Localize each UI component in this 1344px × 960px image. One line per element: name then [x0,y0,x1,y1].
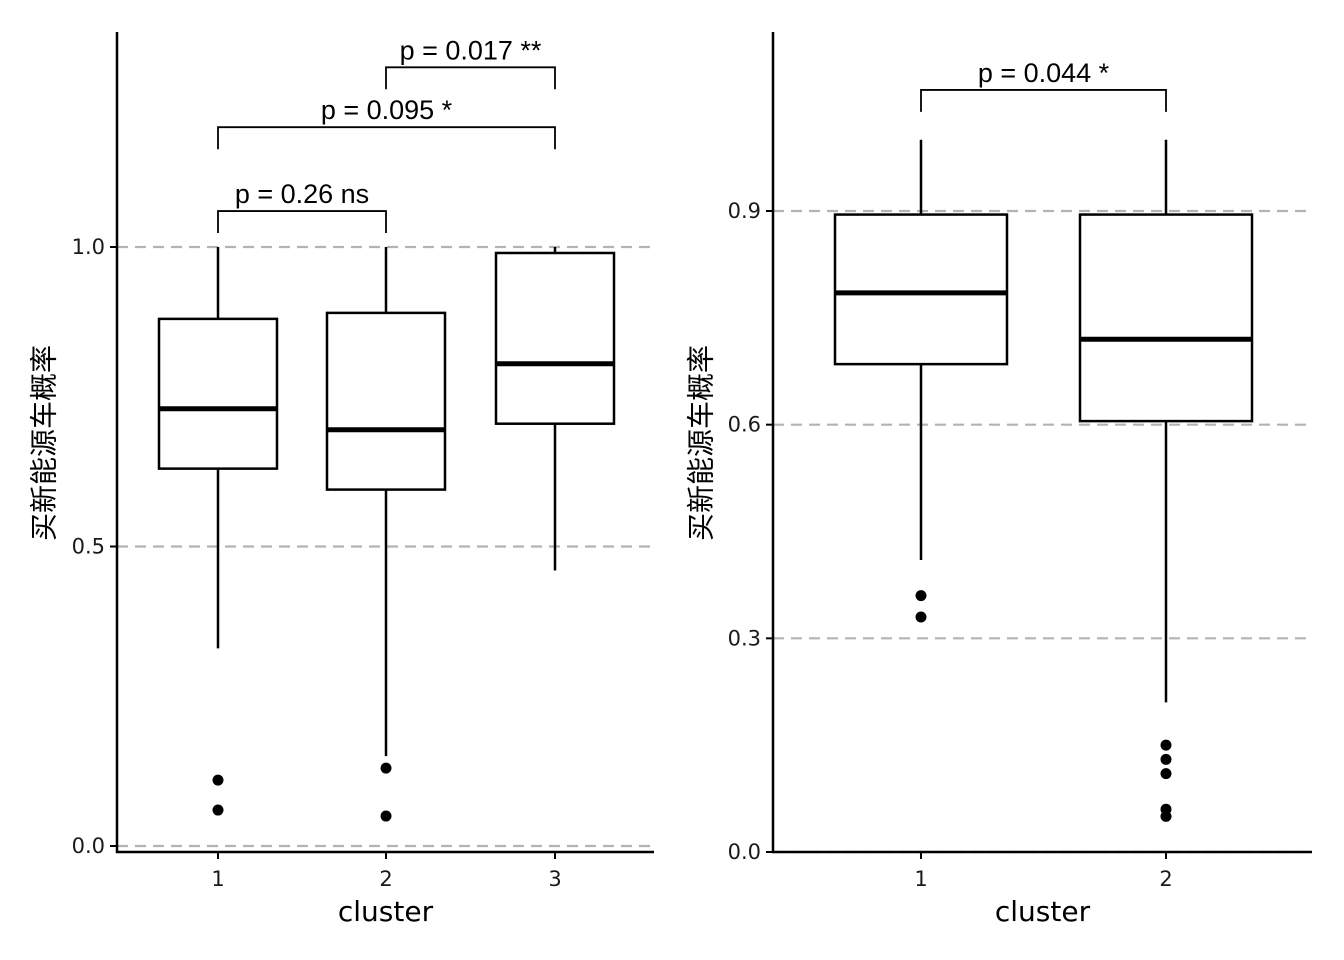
p-value-label: p = 0.26 ns [235,179,369,209]
significance-bracket: p = 0.017 ** [385,35,556,90]
significance-bracket: p = 0.044 * [920,58,1167,112]
box-cluster-3 [494,247,616,571]
panel-1: p = 0.26 ns p = 0.095 * p = 0.017 ** 0.0 0.5… [28,32,654,928]
significance-bracket: p = 0.095 * [217,95,556,150]
y-tick-label: 0.6 [728,413,761,437]
outlier-point [1160,810,1172,822]
y-tick-label: 0.0 [728,840,761,864]
y-axis-title: 买新能源车概率 [685,345,718,541]
iqr-box [494,251,616,425]
outlier-point [212,804,224,816]
y-tick-label: 0.3 [728,626,761,650]
y-tick-label: 0.9 [728,199,761,223]
outlier-point [380,762,392,774]
outlier-point [1160,753,1172,765]
box-cluster-2 [1078,139,1254,822]
outlier-point [1160,739,1172,751]
box-cluster-1 [157,247,279,816]
x-axis-title: cluster [995,895,1091,928]
y-tick-label: 0.5 [72,535,105,559]
p-value-label: p = 0.044 * [978,58,1110,88]
significance-bracket: p = 0.26 ns [217,179,387,234]
bracket-line [217,210,387,234]
outlier-point [915,590,927,602]
y-tick-label: 1.0 [72,235,105,259]
outlier-point [1160,768,1172,780]
iqr-box [1078,213,1254,423]
x-tick-label: 2 [1159,867,1172,891]
outlier-point [915,611,927,623]
x-axis-title: cluster [338,895,434,928]
box-cluster-2 [325,247,447,822]
y-tick-label: 0.0 [72,834,105,858]
x-tick-label: 2 [379,867,392,891]
p-value-label: p = 0.095 * [321,95,453,125]
outlier-point [380,810,392,822]
iqr-box [833,213,1009,366]
panel-2: p = 0.044 * 0.0 0.3 0.6 0.9 1 2 cluster 买新能源车概率 [685,32,1312,928]
bracket-line [920,89,1167,112]
iqr-box [157,317,279,470]
outlier-point [212,774,224,786]
iqr-box [325,311,447,491]
x-tick-label: 1 [914,867,927,891]
p-value-label: p = 0.017 ** [400,35,542,65]
y-axis-title: 买新能源车概率 [28,345,61,541]
bracket-line [217,126,556,150]
bracket-line [385,66,556,90]
x-tick-label: 3 [548,867,561,891]
box-cluster-1 [833,139,1009,623]
x-tick-label: 1 [211,867,224,891]
